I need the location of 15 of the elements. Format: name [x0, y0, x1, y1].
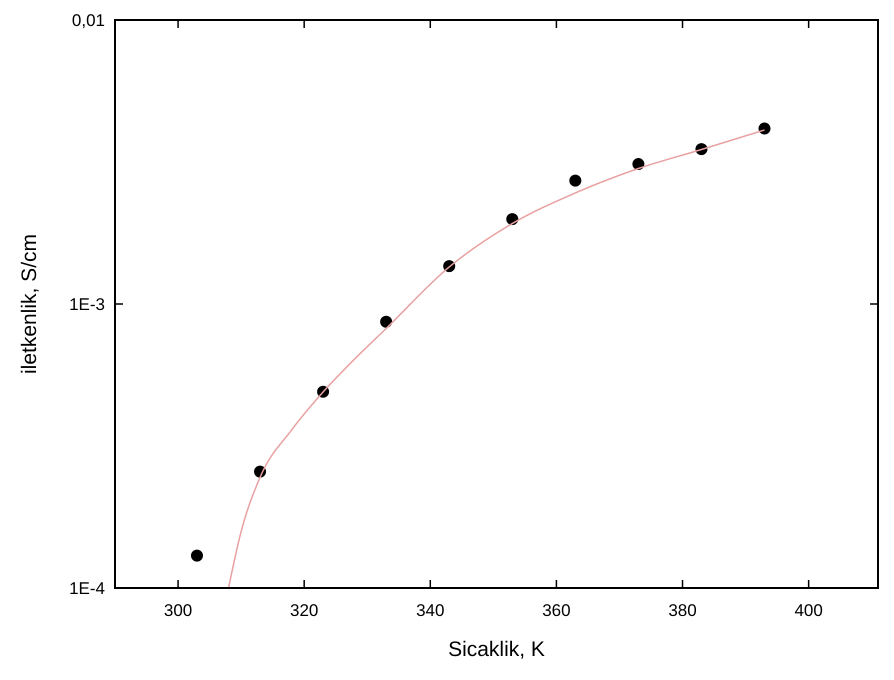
x-tick-label: 340: [416, 601, 444, 620]
x-tick-label: 320: [290, 601, 318, 620]
x-tick-label: 360: [542, 601, 571, 620]
x-axis-title: Sicaklik, K: [448, 638, 545, 661]
x-tick-label: 380: [668, 601, 697, 620]
y-tick-label: 1E-4: [69, 579, 105, 598]
y-axis-title: iletkenlik, S/cm: [18, 234, 41, 374]
point: [569, 174, 582, 187]
point: [758, 122, 770, 134]
point: [190, 550, 203, 562]
x-tick-label: 400: [794, 601, 823, 620]
x-tick-label: 300: [164, 601, 192, 620]
y-tick-label: 1E-3: [69, 295, 105, 314]
y-tick-label: 0,01: [72, 11, 105, 30]
point: [380, 316, 392, 328]
